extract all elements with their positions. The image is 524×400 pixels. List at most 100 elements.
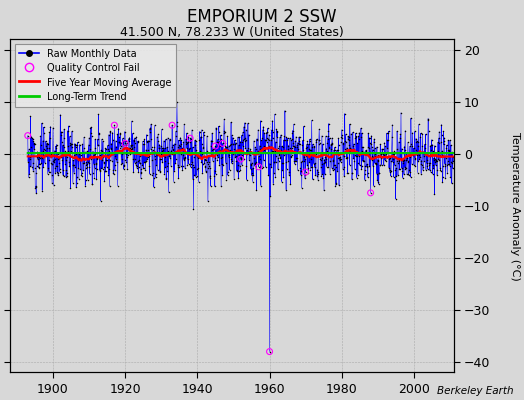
- Point: [289, 143, 297, 150]
- Point: [428, 150, 436, 156]
- Point: [97, 147, 105, 153]
- Point: [193, 166, 201, 173]
- Point: [170, 150, 178, 157]
- Point: [212, 126, 221, 132]
- Point: [143, 139, 151, 145]
- Point: [428, 136, 436, 143]
- Point: [412, 135, 420, 142]
- Point: [340, 153, 348, 159]
- Point: [413, 149, 421, 155]
- Point: [203, 158, 212, 165]
- Point: [124, 145, 133, 152]
- Point: [436, 165, 444, 171]
- Point: [340, 152, 348, 159]
- Point: [322, 133, 330, 139]
- Point: [389, 151, 397, 158]
- Point: [162, 176, 170, 182]
- Point: [219, 140, 227, 147]
- Point: [347, 170, 356, 176]
- Point: [169, 142, 177, 148]
- Point: [409, 152, 418, 158]
- Point: [373, 144, 381, 150]
- Point: [292, 155, 301, 162]
- Point: [73, 179, 81, 186]
- Point: [54, 153, 63, 160]
- Point: [425, 162, 433, 168]
- Point: [361, 171, 369, 177]
- Point: [158, 159, 167, 166]
- Point: [379, 152, 388, 159]
- Point: [382, 151, 390, 158]
- Point: [311, 149, 320, 156]
- Point: [160, 170, 169, 177]
- Point: [51, 165, 60, 172]
- Point: [177, 137, 185, 144]
- Point: [114, 149, 122, 155]
- Point: [324, 120, 333, 127]
- Point: [282, 134, 291, 140]
- Point: [340, 173, 348, 179]
- Point: [195, 154, 203, 160]
- Point: [284, 158, 292, 164]
- Point: [211, 154, 220, 161]
- Point: [279, 160, 287, 166]
- Point: [336, 156, 345, 162]
- Point: [133, 162, 141, 169]
- Point: [305, 146, 313, 153]
- Point: [417, 170, 425, 177]
- Point: [378, 146, 386, 152]
- Point: [387, 149, 396, 156]
- Point: [46, 124, 54, 130]
- Point: [179, 152, 187, 158]
- Point: [411, 128, 419, 135]
- Point: [430, 191, 439, 197]
- Point: [425, 167, 434, 174]
- Point: [39, 148, 47, 154]
- Point: [365, 163, 374, 169]
- Point: [159, 148, 168, 155]
- Point: [186, 135, 194, 142]
- Point: [421, 150, 429, 156]
- Point: [323, 148, 331, 155]
- Point: [185, 146, 193, 152]
- Point: [198, 150, 206, 157]
- Point: [273, 134, 281, 140]
- Point: [92, 176, 101, 182]
- Point: [392, 158, 401, 164]
- Point: [439, 128, 447, 134]
- Point: [238, 129, 247, 136]
- Point: [93, 166, 101, 172]
- Point: [398, 168, 407, 174]
- Point: [257, 163, 266, 170]
- Point: [134, 139, 142, 145]
- Point: [438, 148, 446, 154]
- Point: [193, 154, 202, 161]
- Point: [78, 172, 86, 179]
- Point: [314, 176, 322, 183]
- Point: [249, 165, 257, 171]
- Point: [72, 184, 80, 190]
- Point: [434, 156, 442, 162]
- Point: [124, 152, 132, 158]
- Point: [188, 127, 196, 133]
- Point: [271, 174, 279, 180]
- Point: [276, 154, 284, 160]
- Point: [419, 167, 427, 173]
- Point: [27, 144, 35, 150]
- Point: [251, 160, 259, 166]
- Point: [258, 144, 266, 151]
- Point: [409, 152, 417, 158]
- Point: [155, 152, 163, 159]
- Point: [100, 159, 108, 166]
- Point: [353, 174, 361, 181]
- Point: [105, 132, 113, 138]
- Point: [29, 138, 38, 144]
- Point: [139, 141, 147, 147]
- Point: [375, 170, 383, 176]
- Point: [240, 124, 248, 130]
- Point: [28, 148, 37, 155]
- Point: [422, 166, 430, 173]
- Point: [388, 159, 397, 165]
- Point: [372, 161, 380, 167]
- Point: [146, 126, 154, 132]
